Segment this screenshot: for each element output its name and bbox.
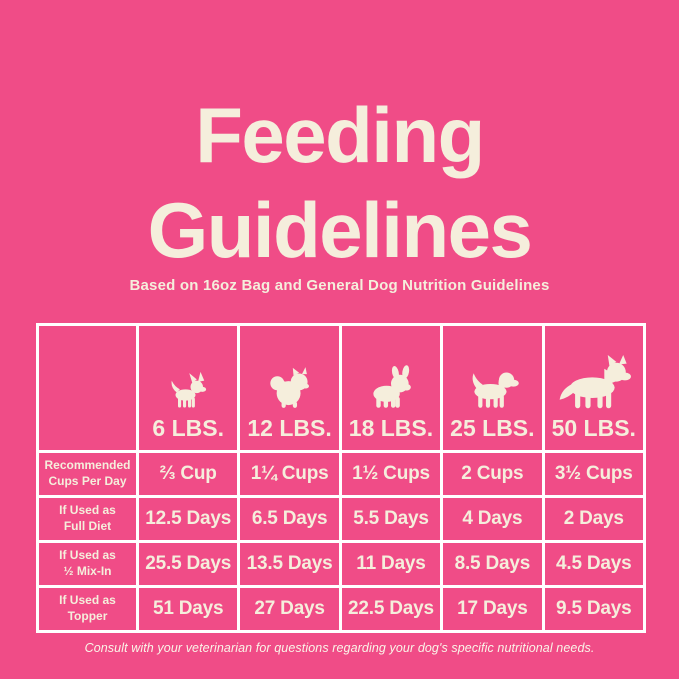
table-cell: 8.5 Days <box>440 540 545 588</box>
table-cell: 4.5 Days <box>541 540 646 588</box>
table-cell: 13.5 Days <box>237 540 342 588</box>
table-corner-cell <box>36 323 139 453</box>
table-cell: 17 Days <box>440 585 545 633</box>
pomeranian-dog-icon <box>269 367 309 408</box>
weight-label-12lbs: 12 LBS. <box>247 415 332 441</box>
table-cell: 3½ Cups <box>541 450 646 498</box>
row-header-line2: Full Diet <box>63 519 112 533</box>
page-title-line2: Guidelines <box>147 186 533 274</box>
table-cell: 27 Days <box>237 585 342 633</box>
table-cell: 1½ Cups <box>338 450 444 498</box>
row-header-line1: If Used as <box>59 548 116 563</box>
feeding-table: 6 LBS. 12 LBS. <box>36 323 646 633</box>
column-header-6lbs: 6 LBS. <box>135 323 241 453</box>
table-row-cups-per-day: Recommended Cups Per Day ⅔ Cup 1¼ Cups 1… <box>36 450 646 498</box>
weight-label-25lbs: 25 LBS. <box>450 415 535 441</box>
table-row-full-diet: If Used as Full Diet 12.5 Days 6.5 Days … <box>36 495 646 543</box>
table-cell: 5.5 Days <box>338 495 444 543</box>
weight-label-18lbs: 18 LBS. <box>348 415 434 441</box>
footer-note: Consult with your veterinarian for quest… <box>84 641 595 655</box>
row-header-line2: Topper <box>67 609 108 623</box>
column-header-50lbs: 50 LBS. <box>541 323 646 453</box>
row-header-line1: If Used as <box>59 593 116 608</box>
row-header-line2: Cups Per Day <box>48 474 127 488</box>
table-cell: 4 Days <box>440 495 545 543</box>
row-header-line1: If Used as <box>59 503 116 518</box>
table-cell: 22.5 Days <box>338 585 444 633</box>
row-header-line2: ½ Mix-In <box>63 564 112 578</box>
table-header-row: 6 LBS. 12 LBS. <box>36 323 646 453</box>
row-header-topper: If Used as Topper <box>36 585 139 633</box>
table-cell: 51 Days <box>135 585 241 633</box>
page-title: Feeding Guidelines <box>0 88 679 278</box>
column-header-18lbs: 18 LBS. <box>338 323 444 453</box>
beagle-dog-icon <box>472 372 520 408</box>
table-cell: 25.5 Days <box>135 540 241 588</box>
table-cell: ⅔ Cup <box>135 450 241 498</box>
table-row-half-mix-in: If Used as ½ Mix-In 25.5 Days 13.5 Days … <box>36 540 646 588</box>
page-subtitle: Based on 16oz Bag and General Dog Nutrit… <box>129 277 550 294</box>
column-header-25lbs: 25 LBS. <box>440 323 545 453</box>
page-title-line1: Feeding <box>195 91 485 179</box>
table-cell: 11 Days <box>338 540 444 588</box>
table-cell: 9.5 Days <box>541 585 646 633</box>
husky-dog-icon <box>559 355 631 409</box>
table-cell: 2 Days <box>541 495 646 543</box>
table-row-topper: If Used as Topper 51 Days 27 Days 22.5 D… <box>36 585 646 633</box>
row-header-half-mix-in: If Used as ½ Mix-In <box>36 540 139 588</box>
chihuahua-dog-icon <box>171 371 207 408</box>
table-cell: 1¼ Cups <box>237 450 342 498</box>
table-cell: 6.5 Days <box>237 495 342 543</box>
column-header-12lbs: 12 LBS. <box>237 323 342 453</box>
row-header-line1: Recommended <box>44 458 131 473</box>
table-cell: 2 Cups <box>440 450 545 498</box>
table-cell: 12.5 Days <box>135 495 241 543</box>
weight-label-50lbs: 50 LBS. <box>551 415 636 441</box>
row-header-cups-per-day: Recommended Cups Per Day <box>36 450 139 498</box>
french-bulldog-dog-icon <box>373 365 411 408</box>
row-header-full-diet: If Used as Full Diet <box>36 495 139 543</box>
weight-label-6lbs: 6 LBS. <box>152 415 224 441</box>
